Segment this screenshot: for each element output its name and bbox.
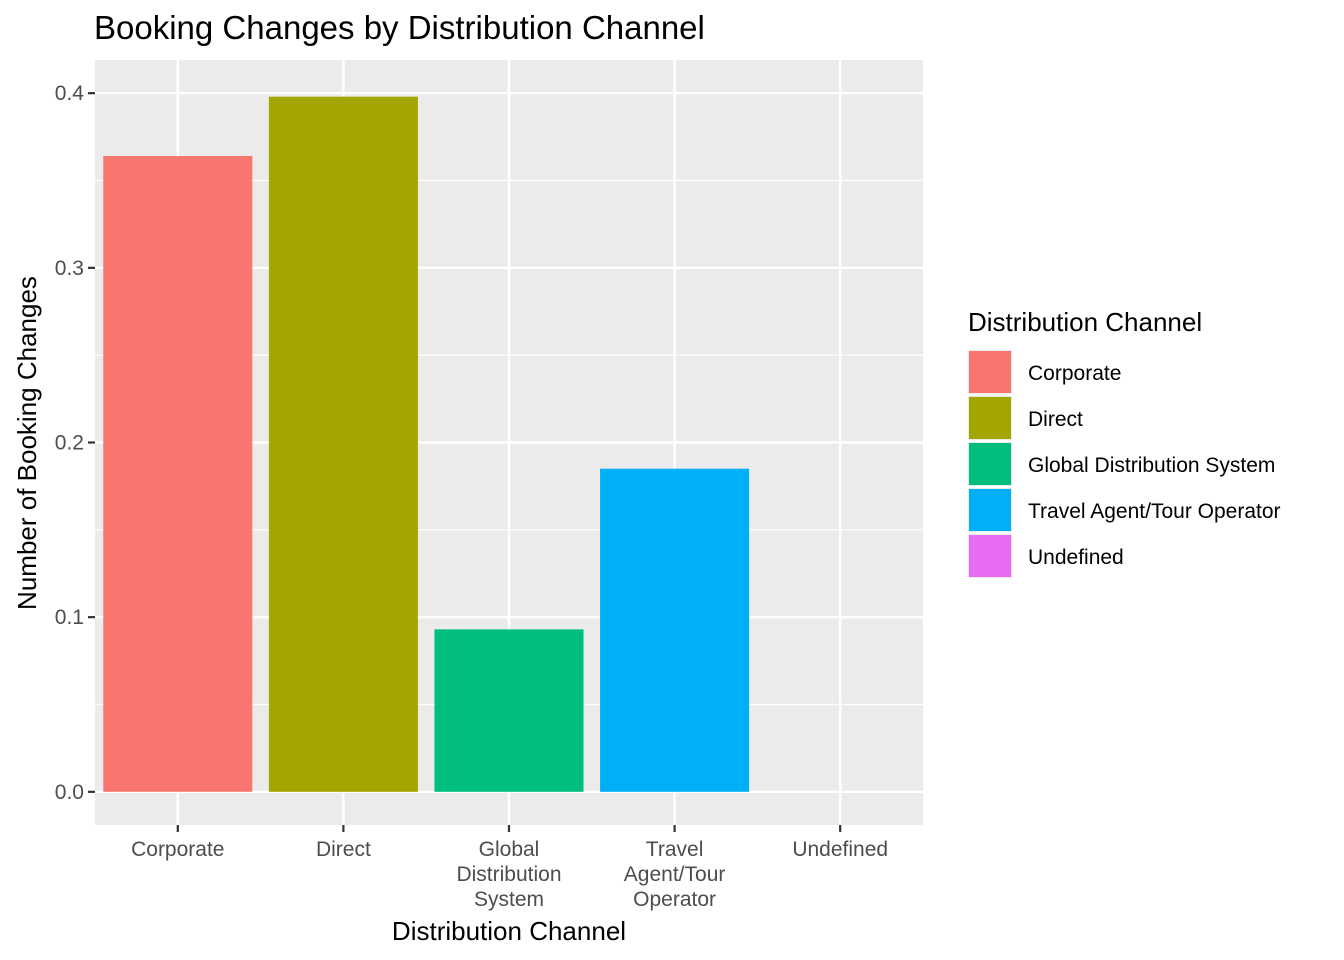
legend-label: Corporate: [1028, 362, 1121, 385]
bars: [103, 96, 750, 792]
x-tick-label: Travel Agent/Tour Operator: [624, 838, 726, 911]
legend-item: Direct: [968, 396, 1083, 440]
bar-global-distribution-system: [434, 629, 584, 792]
legend-label: Global Distribution System: [1028, 454, 1275, 477]
bar-travel-agent-tour-operator: [600, 468, 750, 792]
x-axis-title: Distribution Channel: [392, 916, 626, 946]
legend-swatch: [969, 489, 1011, 531]
y-tick-label: 0.3: [55, 257, 84, 280]
legend-swatch: [969, 351, 1011, 393]
y-tick-label: 0.1: [55, 606, 84, 629]
legend-item: Corporate: [968, 350, 1121, 394]
y-tick-label: 0.2: [55, 432, 84, 455]
chart-title: Booking Changes by Distribution Channel: [94, 9, 705, 46]
legend-label: Travel Agent/Tour Operator: [1028, 500, 1281, 523]
x-tick-label: Direct: [316, 838, 371, 861]
bar-corporate: [103, 156, 253, 792]
legend-item: Global Distribution System: [968, 442, 1275, 486]
bar-direct: [268, 96, 418, 792]
legend-swatch: [969, 535, 1011, 577]
legend-items: Corporate Direct Global Distribution Syste…: [968, 350, 1281, 578]
y-axis-title: Number of Booking Changes: [12, 276, 42, 610]
legend-item: Travel Agent/Tour Operator: [968, 488, 1281, 532]
legend-item: Undefined: [968, 534, 1124, 578]
legend-swatch: [969, 397, 1011, 439]
legend-label: Direct: [1028, 408, 1083, 431]
legend: Distribution Channel Corporate Direct Glob…: [968, 307, 1281, 578]
y-tick-label: 0.0: [55, 781, 84, 804]
legend-label: Undefined: [1028, 546, 1124, 569]
x-tick-label: Global Distribution System: [456, 838, 561, 911]
legend-swatch: [969, 443, 1011, 485]
x-tick-label: Corporate: [131, 838, 224, 861]
legend-title: Distribution Channel: [968, 307, 1202, 337]
y-tick-label: 0.4: [55, 82, 85, 105]
axes: 0.0 0.1 0.2 0.3 0.4 Corporate Direct Global Dist…: [55, 82, 888, 911]
x-tick-label: Undefined: [792, 838, 888, 861]
